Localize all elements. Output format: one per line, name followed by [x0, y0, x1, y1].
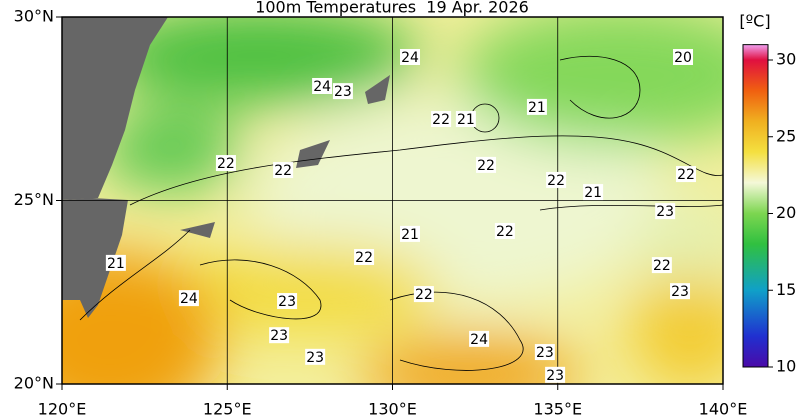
contour-label-bg: [305, 348, 326, 365]
x-tick-label: 125°E: [203, 400, 252, 419]
contour-label: 22: [677, 167, 695, 183]
contour-label: 23: [536, 345, 554, 361]
contour-label: 24: [180, 291, 198, 307]
contour-label: 22: [415, 287, 433, 303]
contour-label: 23: [334, 84, 352, 100]
contour-label-bg: [332, 83, 353, 100]
colorbar-tick-label: 10: [776, 357, 796, 376]
contour-label: 22: [477, 158, 495, 174]
contour-label-bg: [105, 254, 126, 271]
contour-label: 24: [313, 79, 331, 95]
contour-label-bg: [494, 222, 515, 239]
contour-label: 23: [270, 328, 288, 344]
contour-label: 20: [674, 50, 692, 66]
contour-label: 23: [656, 204, 674, 220]
contour-label: 21: [401, 227, 419, 243]
y-tick-label: 20°N: [14, 374, 54, 393]
contour-label: 22: [432, 112, 450, 128]
contour-label-bg: [455, 111, 476, 128]
colorbar-unit: [ºC]: [739, 12, 770, 31]
colorbar-tick-label: 20: [776, 203, 796, 222]
contour-label-bg: [354, 249, 375, 266]
contour-label-bg: [215, 155, 236, 172]
contour-label-bg: [312, 77, 333, 94]
land-taiwan: [62, 198, 128, 318]
contour-label-bg: [476, 156, 497, 173]
contour-label: 21: [528, 100, 546, 116]
contour-label: 23: [306, 350, 324, 366]
contour-label-bg: [277, 293, 298, 310]
contours: [79, 55, 723, 371]
contour-label: 23: [278, 294, 296, 310]
contour-label-bg: [546, 171, 567, 188]
contour-label: 21: [457, 112, 475, 128]
title: 100m Temperatures 19 Apr. 2026: [255, 0, 529, 17]
x-tick-label: 140°E: [699, 400, 748, 419]
contour-label: 23: [546, 368, 564, 384]
land-mainland: [62, 17, 168, 200]
contour-label-bg: [675, 166, 696, 183]
contour-label: 22: [217, 156, 235, 172]
contour-label: 22: [355, 250, 373, 266]
contour-label-bg: [583, 184, 604, 201]
contour-label: 21: [584, 185, 602, 201]
contour-label-bg: [400, 225, 421, 242]
contour-label-bg: [178, 290, 199, 307]
contour-label: 22: [653, 258, 671, 274]
contour-label: 23: [671, 284, 689, 300]
contour-label-bg: [526, 98, 547, 115]
contour-label: 24: [470, 332, 488, 348]
contour-label-bg: [431, 111, 452, 128]
islands: [180, 75, 390, 238]
contour-label: 21: [107, 256, 125, 272]
colorbar-tick-label: 30: [776, 50, 796, 69]
contour-label: 22: [496, 224, 514, 240]
contour-label-bg: [655, 203, 676, 220]
contour-label-bg: [400, 49, 421, 66]
contour-label: 24: [401, 50, 419, 66]
y-tick-label: 30°N: [14, 7, 54, 26]
contour-label-bg: [651, 257, 672, 274]
contour-label-bg: [413, 286, 434, 303]
contour-label-bg: [469, 330, 490, 347]
contour-label-bg: [545, 366, 566, 383]
contour-label-bg: [269, 327, 290, 344]
x-tick-label: 135°E: [533, 400, 582, 419]
contour-label-bg: [673, 49, 694, 66]
y-tick-label: 25°N: [14, 190, 54, 209]
x-tick-label: 130°E: [368, 400, 417, 419]
x-tick-label: 120°E: [38, 400, 87, 419]
colorbar-tick-label: 25: [776, 126, 796, 145]
colorbar: [742, 44, 769, 368]
contour-label: 22: [547, 173, 565, 189]
contour-label-bg: [670, 283, 691, 300]
contour-label-bg: [273, 162, 294, 179]
colorbar-tick-label: 15: [776, 280, 796, 299]
contour-label: 22: [274, 163, 292, 179]
contour-label-bg: [534, 344, 555, 361]
